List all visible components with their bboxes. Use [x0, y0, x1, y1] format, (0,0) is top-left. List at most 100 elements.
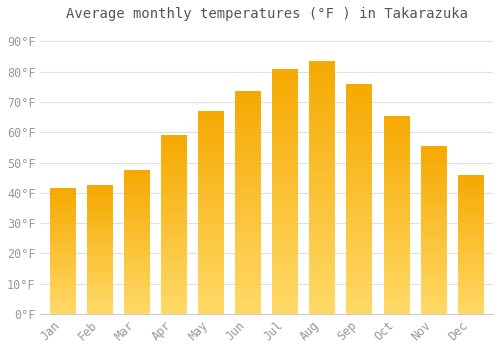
- Bar: [310, 272, 336, 276]
- Bar: [420, 311, 446, 314]
- Bar: [235, 229, 261, 232]
- Bar: [86, 187, 113, 189]
- Bar: [124, 211, 150, 213]
- Bar: [50, 228, 76, 230]
- Bar: [420, 216, 446, 219]
- Bar: [161, 269, 187, 272]
- Bar: [50, 289, 76, 291]
- Bar: [420, 182, 446, 185]
- Bar: [124, 304, 150, 307]
- Bar: [272, 118, 298, 122]
- Bar: [420, 269, 446, 272]
- Bar: [458, 253, 484, 256]
- Bar: [272, 105, 298, 110]
- Bar: [272, 257, 298, 261]
- Bar: [310, 238, 336, 242]
- Bar: [458, 260, 484, 263]
- Bar: [384, 168, 409, 172]
- Bar: [420, 261, 446, 264]
- Bar: [86, 213, 113, 215]
- Bar: [124, 278, 150, 280]
- Bar: [272, 163, 298, 167]
- Bar: [235, 214, 261, 217]
- Bar: [346, 122, 372, 126]
- Bar: [235, 303, 261, 307]
- Bar: [50, 278, 76, 280]
- Bar: [458, 298, 484, 300]
- Bar: [235, 158, 261, 162]
- Bar: [124, 309, 150, 312]
- Bar: [50, 224, 76, 226]
- Bar: [198, 145, 224, 148]
- Bar: [458, 274, 484, 277]
- Bar: [161, 278, 187, 281]
- Bar: [124, 268, 150, 271]
- Bar: [420, 166, 446, 168]
- Bar: [86, 247, 113, 250]
- Bar: [124, 287, 150, 290]
- Bar: [50, 238, 76, 240]
- Bar: [346, 95, 372, 99]
- Bar: [86, 275, 113, 278]
- Bar: [124, 189, 150, 192]
- Bar: [50, 207, 76, 209]
- Bar: [420, 255, 446, 258]
- Bar: [161, 198, 187, 201]
- Bar: [50, 236, 76, 238]
- Bar: [310, 234, 336, 238]
- Bar: [161, 195, 187, 198]
- Bar: [50, 201, 76, 203]
- Bar: [310, 230, 336, 234]
- Bar: [458, 247, 484, 249]
- Bar: [235, 206, 261, 210]
- Bar: [161, 150, 187, 153]
- Bar: [458, 312, 484, 314]
- Bar: [124, 261, 150, 264]
- Bar: [198, 162, 224, 165]
- Bar: [420, 306, 446, 308]
- Bar: [198, 196, 224, 199]
- Bar: [198, 310, 224, 314]
- Bar: [310, 82, 336, 86]
- Bar: [124, 175, 150, 177]
- Bar: [310, 267, 336, 272]
- Bar: [161, 213, 187, 216]
- Bar: [198, 152, 224, 155]
- Bar: [198, 138, 224, 141]
- Bar: [384, 264, 409, 268]
- Bar: [310, 209, 336, 213]
- Bar: [272, 248, 298, 253]
- Bar: [50, 253, 76, 255]
- Bar: [346, 176, 372, 180]
- Bar: [310, 65, 336, 70]
- Bar: [384, 258, 409, 261]
- Bar: [161, 299, 187, 302]
- Bar: [124, 199, 150, 201]
- Bar: [346, 226, 372, 230]
- Bar: [198, 243, 224, 246]
- Bar: [420, 213, 446, 216]
- Bar: [50, 272, 76, 274]
- Bar: [310, 171, 336, 175]
- Bar: [86, 297, 113, 299]
- Bar: [384, 241, 409, 245]
- Bar: [272, 244, 298, 248]
- Bar: [346, 264, 372, 268]
- Bar: [86, 290, 113, 293]
- Bar: [86, 278, 113, 280]
- Bar: [310, 306, 336, 310]
- Bar: [124, 206, 150, 209]
- Bar: [310, 183, 336, 188]
- Bar: [272, 89, 298, 93]
- Bar: [310, 154, 336, 158]
- Bar: [272, 195, 298, 199]
- Bar: [310, 196, 336, 200]
- Bar: [346, 268, 372, 272]
- Bar: [384, 145, 409, 149]
- Bar: [458, 300, 484, 302]
- Bar: [161, 251, 187, 254]
- Bar: [420, 149, 446, 152]
- Bar: [161, 192, 187, 195]
- Bar: [124, 192, 150, 194]
- Bar: [198, 284, 224, 287]
